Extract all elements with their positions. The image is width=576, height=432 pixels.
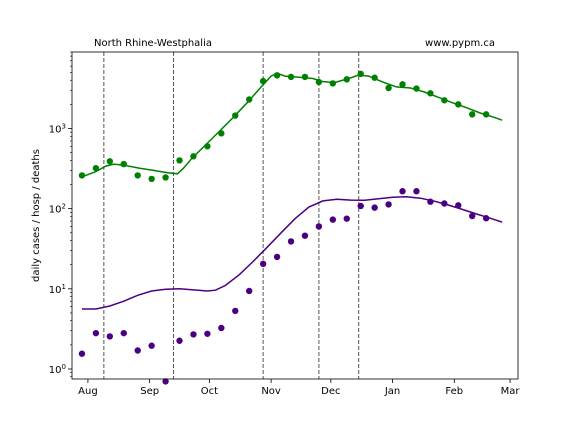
data-point xyxy=(399,81,406,88)
x-tick-label: Sep xyxy=(140,386,159,397)
data-point xyxy=(232,307,239,315)
data-point xyxy=(204,330,211,337)
data-point xyxy=(246,287,253,295)
chart-title-right: www.pypm.ca xyxy=(425,38,495,49)
data-point xyxy=(399,188,406,195)
data-point xyxy=(190,153,197,160)
data-point xyxy=(385,201,392,208)
data-point xyxy=(273,72,281,79)
x-tick-label: Nov xyxy=(261,386,281,397)
data-point xyxy=(106,158,114,165)
data-point xyxy=(120,329,127,337)
x-tick-label: Oct xyxy=(201,386,218,397)
data-point xyxy=(371,74,378,81)
data-point xyxy=(329,216,337,223)
x-tick-label: Mar xyxy=(501,386,521,397)
data-point xyxy=(427,198,434,205)
data-point xyxy=(469,111,476,118)
data-point xyxy=(162,174,169,181)
data-point xyxy=(482,215,490,222)
data-point xyxy=(357,70,364,78)
data-point xyxy=(315,223,323,230)
data-point xyxy=(357,202,364,210)
data-point xyxy=(413,188,420,195)
data-point xyxy=(441,97,448,104)
data-point xyxy=(259,260,267,268)
data-point xyxy=(455,101,462,108)
data-point xyxy=(315,78,323,86)
plot-frame xyxy=(71,51,519,380)
data-point xyxy=(343,215,350,222)
data-point xyxy=(287,238,295,245)
data-point xyxy=(441,200,448,207)
data-point xyxy=(204,143,211,150)
data-point xyxy=(120,160,127,168)
data-point xyxy=(259,77,267,85)
data-point xyxy=(134,172,141,179)
data-point xyxy=(190,331,197,338)
data-point xyxy=(232,112,239,119)
data-point xyxy=(329,80,337,87)
data-point xyxy=(92,164,100,172)
data-point xyxy=(218,324,225,332)
data-point xyxy=(78,350,86,357)
data-point xyxy=(371,204,378,211)
x-tick-label: Dec xyxy=(321,386,340,397)
data-point xyxy=(273,253,281,261)
model-curve xyxy=(81,72,503,178)
x-tick-label: Feb xyxy=(445,386,463,397)
data-point xyxy=(385,84,392,92)
data-point xyxy=(78,172,86,179)
data-point xyxy=(134,347,141,354)
data-point xyxy=(92,329,100,337)
chart-title-left: North Rhine-Westphalia xyxy=(94,38,212,49)
data-point xyxy=(287,73,295,81)
data-point xyxy=(343,76,350,83)
data-point xyxy=(427,90,434,97)
data-point xyxy=(176,157,183,164)
data-point xyxy=(218,130,225,137)
data-point xyxy=(148,175,155,183)
plot-area xyxy=(78,52,503,385)
data-point xyxy=(246,96,253,103)
data-point xyxy=(301,73,309,81)
data-point xyxy=(162,378,169,385)
data-point xyxy=(455,202,462,209)
data-point xyxy=(106,333,114,340)
data-point xyxy=(413,85,420,92)
data-point xyxy=(301,232,309,239)
data-point xyxy=(469,212,476,220)
data-point xyxy=(482,111,490,118)
y-axis-label: daily cases / hosp / deaths xyxy=(31,149,42,282)
x-tick-label: Jan xyxy=(384,386,400,397)
data-point xyxy=(148,342,155,349)
data-point xyxy=(176,337,183,344)
x-tick-label: Aug xyxy=(78,386,98,397)
